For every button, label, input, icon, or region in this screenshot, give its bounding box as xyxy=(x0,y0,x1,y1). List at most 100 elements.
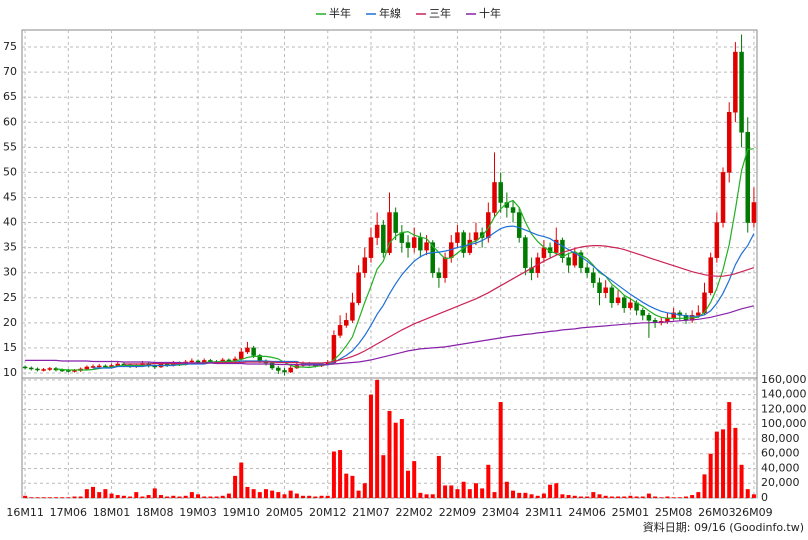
volume-bar xyxy=(504,481,509,498)
volume-bar xyxy=(387,410,392,498)
volume-bar xyxy=(696,492,701,498)
volume-bar xyxy=(72,496,77,498)
y-tick-label: 35 xyxy=(3,241,17,254)
volume-bar xyxy=(362,483,367,498)
volume-bar xyxy=(585,496,590,498)
y-tick-label: 60 xyxy=(3,115,17,128)
candle-body xyxy=(424,242,429,251)
volume-bar xyxy=(412,461,417,498)
volume-bar xyxy=(270,490,275,498)
volume-bar xyxy=(60,497,65,498)
volume-bar xyxy=(628,495,633,498)
volume-bar xyxy=(375,379,380,498)
volume-bar xyxy=(23,495,28,498)
volume-bar xyxy=(350,475,355,498)
candle-body xyxy=(374,224,380,238)
candle-body xyxy=(356,272,361,304)
volume-bar xyxy=(66,497,71,498)
x-tick-label: 25M08 xyxy=(655,506,693,519)
volume-bar xyxy=(436,455,441,498)
candle-body xyxy=(90,366,96,368)
candle-body xyxy=(245,347,250,353)
candle-body xyxy=(362,257,368,273)
volume-bar xyxy=(313,496,318,498)
volume-bar xyxy=(91,486,96,498)
volume-tick-label: 0 xyxy=(761,491,768,504)
volume-bar xyxy=(146,495,151,498)
legend-label: 年線 xyxy=(379,6,401,20)
candle-body xyxy=(516,212,522,238)
volume-bar xyxy=(29,497,34,498)
x-tick-label: 19M03 xyxy=(179,506,217,519)
candle-body xyxy=(455,232,460,243)
volume-bar xyxy=(418,492,423,498)
candle-body xyxy=(603,287,608,294)
volume-tick-label: 140,000 xyxy=(761,388,807,401)
volume-bar xyxy=(708,453,713,498)
candle-body xyxy=(393,212,398,233)
candle-body xyxy=(337,325,343,336)
volume-tick-label: 80,000 xyxy=(761,432,800,445)
volume-bar xyxy=(535,495,540,498)
volume-bar xyxy=(591,492,596,498)
candle-body xyxy=(733,51,738,113)
candle-body xyxy=(498,182,503,203)
candle-body xyxy=(208,360,213,362)
volume-bar xyxy=(78,496,83,498)
x-tick-label: 22M02 xyxy=(395,506,433,519)
candle-body xyxy=(152,365,158,368)
volume-bar xyxy=(251,489,256,498)
ma-line xyxy=(93,225,755,369)
volume-bar xyxy=(220,495,225,498)
volume-bar xyxy=(368,394,373,498)
candle-body xyxy=(430,242,435,273)
volume-bar xyxy=(325,495,330,498)
candle-body xyxy=(47,368,53,370)
candle-body xyxy=(418,237,423,251)
candle-body xyxy=(646,315,652,321)
volume-bar xyxy=(473,483,478,498)
volume-bar xyxy=(548,484,553,498)
volume-tick-label: 160,000 xyxy=(761,373,807,386)
volume-bar xyxy=(128,496,133,498)
volume-bar xyxy=(554,483,559,498)
volume-bar xyxy=(282,494,287,498)
candle-body xyxy=(461,232,466,253)
volume-bar xyxy=(745,489,750,498)
candle-body xyxy=(411,237,417,248)
volume-bar xyxy=(183,495,188,498)
candle-body xyxy=(35,368,40,371)
candle-body xyxy=(566,257,571,266)
volume-bar xyxy=(134,492,139,498)
y-tick-label: 40 xyxy=(3,216,17,229)
volume-bar xyxy=(461,481,466,498)
legend: 半年 年線 三年 十年 xyxy=(316,6,501,20)
volume-bar xyxy=(165,496,170,498)
candle-body xyxy=(405,242,411,248)
volume-tick-label: 100,000 xyxy=(761,417,807,430)
candle-body xyxy=(560,239,565,258)
volume-bar xyxy=(41,497,46,498)
volume-bar xyxy=(517,492,522,498)
volume-bar xyxy=(239,462,244,498)
candle-body xyxy=(115,363,120,366)
y-tick-label: 45 xyxy=(3,190,17,203)
volume-bar xyxy=(486,464,491,498)
candle-body xyxy=(726,111,732,173)
volume-bar xyxy=(344,473,349,498)
volume-bar xyxy=(263,489,268,498)
volume-bar xyxy=(177,496,182,498)
candle-body xyxy=(41,369,46,371)
volume-bar xyxy=(47,497,52,498)
candle-body xyxy=(714,222,720,258)
volume-bar xyxy=(467,489,472,498)
candle-body xyxy=(597,282,602,294)
volume-tick-label: 120,000 xyxy=(761,402,807,415)
volume-bar xyxy=(288,490,293,498)
candle-body xyxy=(288,367,293,373)
volume-bar xyxy=(449,485,454,498)
volume-bar xyxy=(399,419,404,498)
y-tick-label: 30 xyxy=(3,266,17,279)
y-tick-label: 25 xyxy=(3,291,17,304)
volume-bar xyxy=(430,494,435,498)
